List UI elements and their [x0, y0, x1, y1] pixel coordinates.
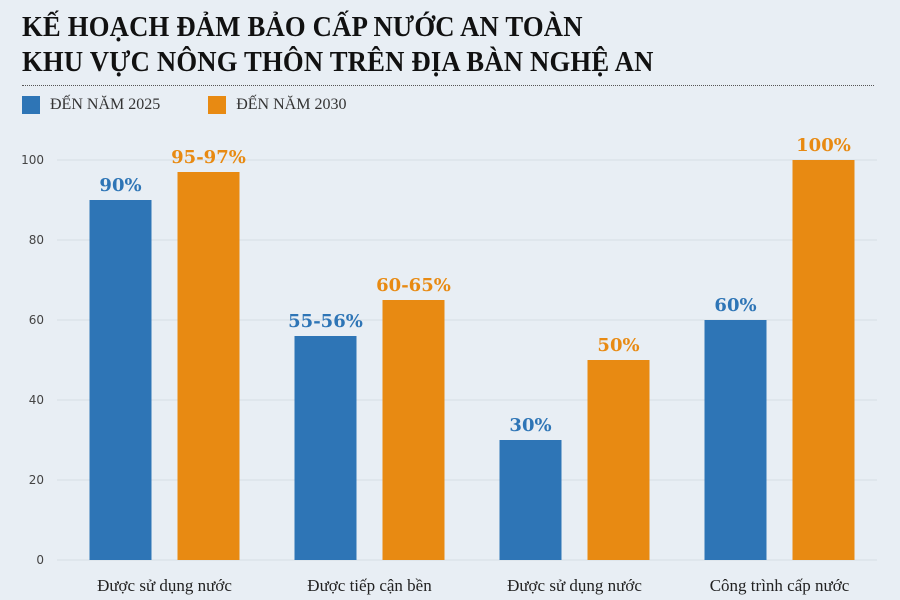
bar: [89, 200, 152, 560]
title-line-2: KHU VỰC NÔNG THÔN TRÊN ĐỊA BÀN NGHỆ AN: [22, 46, 654, 78]
legend-swatch: [208, 96, 227, 114]
legend-swatch: [22, 96, 40, 114]
divider: [22, 85, 874, 86]
bar: [704, 320, 767, 560]
y-tick-label: 20: [29, 473, 44, 487]
x-category-label: Được sử dụng nước: [507, 576, 642, 595]
y-tick-label: 60: [29, 313, 44, 327]
data-label: 30%: [509, 415, 551, 436]
y-tick-label: 80: [29, 233, 44, 247]
chart-title: KẾ HOẠCH ĐẢM BẢO CẤP NƯỚC AN TOÀN KHU VỰ…: [22, 10, 654, 80]
legend-label: ĐẾN NĂM 2025: [50, 96, 161, 113]
title-line-1: KẾ HOẠCH ĐẢM BẢO CẤP NƯỚC AN TOÀN: [22, 11, 583, 43]
bar: [294, 336, 357, 560]
y-tick-label: 100: [21, 153, 44, 167]
x-category-label: Được tiếp cận bền: [307, 576, 432, 595]
data-label: 100%: [796, 135, 851, 156]
data-label: 95-97%: [171, 147, 246, 168]
legend-label: ĐẾN NĂM 2030: [236, 96, 347, 113]
x-category-label: Được sử dụng nước: [97, 576, 232, 595]
data-label: 60-65%: [376, 275, 451, 296]
legend-item-2025: ĐẾN NĂM 2025: [22, 96, 160, 114]
data-label: 55-56%: [288, 311, 363, 332]
legend-item-2030: ĐẾN NĂM 2030: [208, 96, 346, 114]
bar: [587, 360, 650, 560]
data-label: 50%: [597, 335, 639, 356]
y-tick-label: 40: [29, 393, 44, 407]
legend: ĐẾN NĂM 2025 ĐẾN NĂM 2030: [22, 96, 394, 114]
bar: [499, 440, 562, 560]
bar: [382, 300, 445, 560]
data-label: 90%: [99, 175, 141, 196]
x-category-label: Công trình cấp nước: [710, 576, 850, 595]
bar: [177, 172, 240, 560]
data-label: 60%: [714, 295, 756, 316]
bar: [792, 160, 855, 560]
y-tick-label: 0: [36, 553, 44, 567]
